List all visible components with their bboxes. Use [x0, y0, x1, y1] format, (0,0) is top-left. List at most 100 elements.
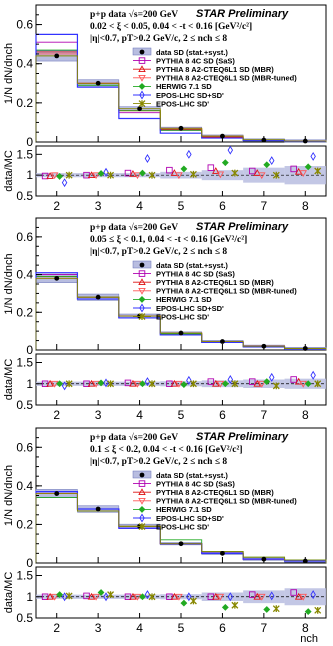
- ratio-point-eposdd: [144, 590, 151, 600]
- x-tick-label: 4: [136, 408, 143, 422]
- ratio-point-eposdd: [103, 592, 109, 602]
- ratio-point-herwig: [97, 589, 105, 596]
- ratio-point-herwig: [221, 603, 229, 611]
- ratio-point-herwig: [221, 159, 229, 167]
- ratio-point-mbr_tuned: [92, 172, 100, 180]
- legend-label: PYTHIA 8 A2-CTEQ6L1 SD (MBR): [156, 488, 274, 497]
- ratio-point-herwig: [304, 608, 312, 616]
- ratio-point-herwig: [97, 170, 105, 177]
- ratio-point-sas: [290, 165, 297, 173]
- x-tick-label: 8: [302, 199, 309, 213]
- ratio-point-eposlhc: [107, 591, 115, 599]
- x-tick-label: 3: [95, 408, 102, 422]
- ratio-point-mbr_tuned: [133, 593, 142, 601]
- ratio-point-eposdd: [186, 592, 192, 602]
- y-tick-label: 0.2: [16, 517, 33, 531]
- legend-label: data SD (stat.+syst.): [156, 471, 228, 480]
- legend-label: PYTHIA 8 A2-CTEQ6L1 SD (MBR-tuned): [156, 287, 297, 296]
- ratio-point-mbr: [170, 379, 179, 387]
- y-tick-label: 0.2: [16, 305, 33, 319]
- data-point: [95, 506, 101, 512]
- legend-item-mbr: PYTHIA 8 A2-CTEQ6L1 SD (MBR): [133, 488, 274, 497]
- ratio-point-herwig: [180, 165, 188, 173]
- ratio-y-tick-label: 0.5: [16, 611, 33, 625]
- ratio-point-eposlhc: [189, 597, 197, 605]
- ratio-point-herwig: [263, 161, 271, 169]
- y-tick-label: 0.2: [16, 96, 33, 110]
- ratio-point-herwig: [139, 593, 146, 601]
- ratio-point-sas: [249, 591, 256, 598]
- legend-item-mbr_tuned: PYTHIA 8 A2-CTEQ6L1 SD (MBR-tuned): [133, 74, 297, 83]
- ratio-point-herwig: [221, 380, 229, 388]
- legend-marker: [138, 488, 146, 496]
- ratio-point-mbr: [253, 379, 261, 387]
- ratio-point-sas: [124, 169, 132, 177]
- ratio-y-tick-label: 1: [26, 168, 33, 182]
- legend-marker: [139, 49, 145, 55]
- cut-label: 0.1 ≤ ξ < 0.2, 0.04 < -t < 0.16 [GeV²/c²…: [90, 444, 243, 455]
- ratio-point-eposdd: [144, 377, 151, 387]
- ratio-point-mbr: [46, 379, 54, 387]
- ratio-point-mbr: [253, 592, 261, 600]
- legend-label: HERWIG 7.1 SD: [156, 82, 212, 91]
- header-line: p+p data √s=200 GeV: [90, 222, 178, 233]
- x-tick-label: 4: [136, 621, 143, 635]
- data-point: [220, 550, 225, 556]
- ratio-point-mbr_tuned: [92, 593, 100, 601]
- ratio-point-sas: [166, 166, 173, 174]
- ratio-point-eposlhc: [231, 169, 239, 177]
- y-tick-label: 0.4: [16, 479, 33, 493]
- legend-marker: [138, 313, 146, 321]
- ratio-point-mbr: [87, 171, 96, 179]
- legend-label: PYTHIA 8 A2-CTEQ6L1 SD (MBR-tuned): [156, 74, 297, 83]
- ratio-y-tick-label: 1.5: [16, 147, 33, 161]
- legend-item-eposdd: EPOS-LHC SD+SD': [133, 513, 224, 523]
- ratio-point-herwig: [180, 381, 188, 389]
- ratio-point-eposlhc: [314, 606, 322, 614]
- ratio-point-sas: [207, 378, 215, 385]
- x-tick-label: 5: [178, 408, 185, 422]
- x-axis-title: nch: [300, 633, 318, 645]
- cut-label: 0.02 < ξ < 0.05, 0.04 < -t < 0.16 [GeV²/…: [90, 21, 252, 32]
- legend-label: PYTHIA 8 4C SD (SaS): [156, 56, 235, 65]
- data-point: [137, 106, 142, 112]
- legend-item-sas: PYTHIA 8 4C SD (SaS): [133, 269, 235, 278]
- ratio-y-tick-label: 1: [26, 590, 33, 604]
- data-point: [178, 541, 184, 547]
- ratio-point-mbr_tuned: [133, 172, 142, 180]
- legend-marker: [138, 523, 146, 531]
- y-axis-label: 1/N dN/dnch: [3, 43, 15, 104]
- y-tick-label: 0: [26, 135, 33, 149]
- ratio-point-eposlhc: [189, 170, 197, 178]
- data-point: [220, 339, 225, 344]
- ratio-point-mbr: [87, 379, 96, 387]
- legend-marker: [138, 287, 146, 295]
- legend-marker: [139, 262, 145, 268]
- legend-marker: [138, 505, 146, 513]
- ratio-point-eposdd: [227, 592, 234, 602]
- legend-marker: [138, 295, 146, 303]
- preliminary-label: STAR Preliminary: [196, 431, 289, 443]
- legend-item-mbr_tuned: PYTHIA 8 A2-CTEQ6L1 SD (MBR-tuned): [133, 497, 297, 506]
- legend-item-mbr: PYTHIA 8 A2-CTEQ6L1 SD (MBR): [133, 65, 274, 74]
- x-tick-label: 7: [261, 408, 268, 422]
- y-tick-label: 0.6: [16, 440, 33, 454]
- legend-marker: [139, 90, 145, 100]
- ratio-point-herwig: [304, 163, 312, 171]
- panel-1: 0 0.2 0.4 0.61/N dN/dnch p+p data √s=200 GeV…: [3, 4, 327, 213]
- ratio-point-eposdd: [310, 151, 316, 161]
- ratio-point-eposdd: [61, 178, 68, 188]
- legend-label: data SD (stat.+syst.): [156, 48, 228, 57]
- ratio-point-mbr_tuned: [50, 593, 59, 601]
- legend-item-herwig: HERWIG 7.1 SD: [133, 505, 212, 514]
- y-tick-label: 0.4: [16, 57, 33, 71]
- y-tick-label: 0.4: [16, 268, 33, 282]
- ratio-point-eposlhc: [65, 380, 73, 388]
- panel-2: 0 0.2 0.4 0.61/N dN/dnch p+p data √s=200 GeV…: [3, 217, 327, 422]
- ratio-point-mbr_tuned: [133, 380, 142, 388]
- ratio-y-axis-label: data/MC: [3, 150, 15, 192]
- x-tick-label: 8: [302, 408, 309, 422]
- header-line: p+p data √s=200 GeV: [90, 9, 178, 20]
- ratio-point-eposlhc: [314, 380, 322, 388]
